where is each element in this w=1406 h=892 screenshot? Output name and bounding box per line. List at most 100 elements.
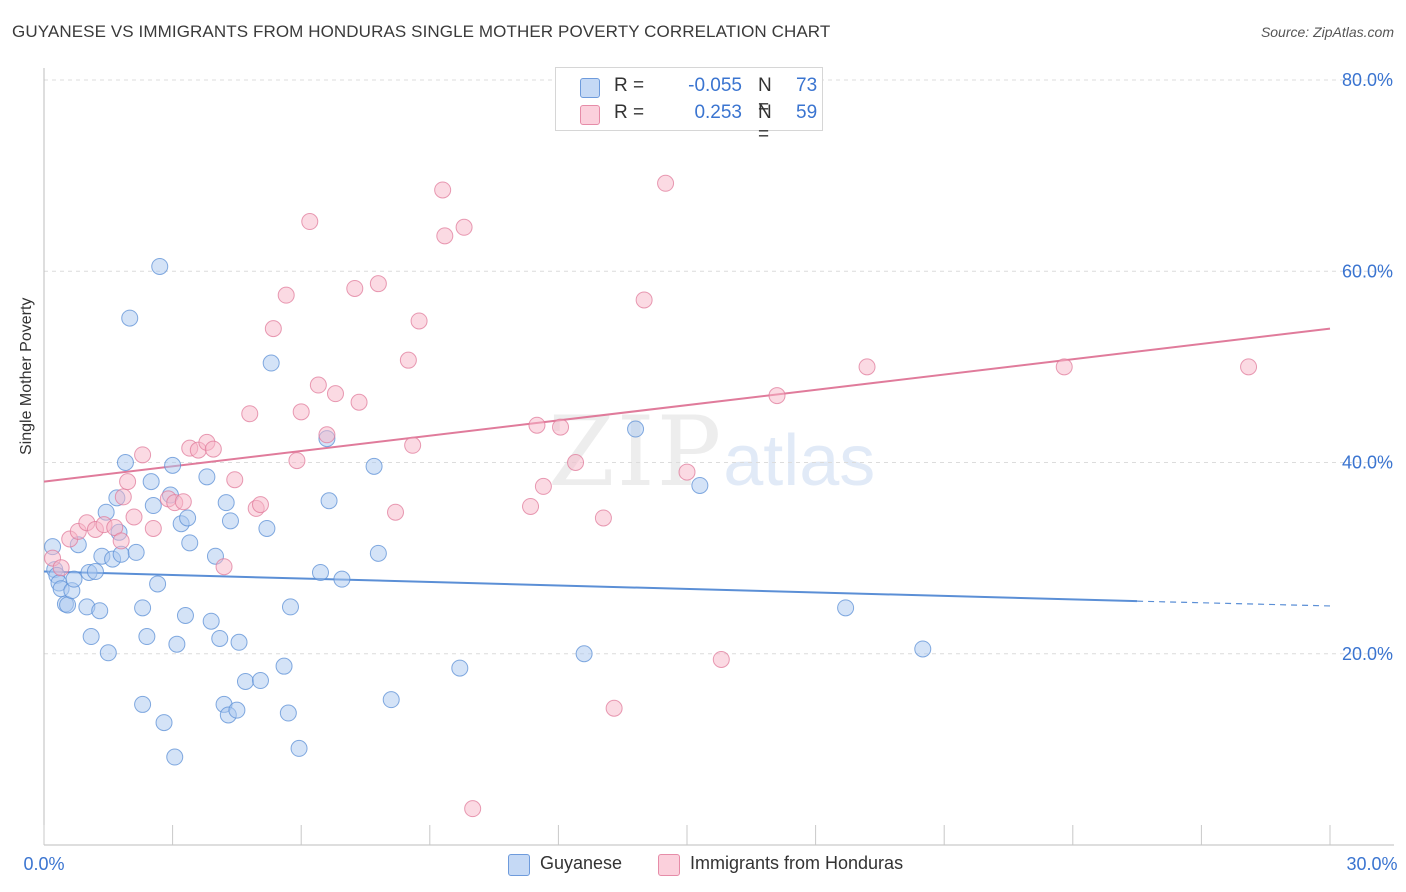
point-honduras: [119, 473, 137, 491]
point-honduras: [288, 452, 306, 470]
point-guyanese: [914, 640, 932, 658]
point-honduras: [144, 519, 162, 537]
point-guyanese: [99, 644, 117, 662]
point-guyanese: [65, 570, 83, 588]
point-honduras: [657, 174, 675, 192]
point-guyanese: [365, 457, 383, 475]
point-honduras: [635, 291, 653, 309]
y-tick-label: 80.0%: [1342, 70, 1393, 90]
legend-r-label: R =: [614, 75, 645, 96]
bottom-legend-swatch-honduras: [658, 854, 680, 876]
point-guyanese: [382, 691, 400, 709]
y-tick-label: 40.0%: [1342, 453, 1393, 473]
legend-swatch-honduras: [580, 105, 600, 125]
point-honduras: [605, 699, 623, 717]
point-guyanese: [311, 563, 329, 581]
point-guyanese: [82, 628, 100, 646]
bottom-legend-swatch-guyanese: [508, 854, 530, 876]
point-guyanese: [217, 494, 235, 512]
point-honduras: [301, 213, 319, 231]
point-guyanese: [144, 497, 162, 515]
x-tick-label: 30.0%: [1346, 854, 1397, 874]
point-honduras: [399, 351, 417, 369]
point-guyanese: [202, 612, 220, 630]
point-honduras: [594, 509, 612, 527]
point-honduras: [292, 403, 310, 421]
point-honduras: [404, 436, 422, 454]
point-guyanese: [333, 570, 351, 588]
point-honduras: [350, 393, 368, 411]
point-guyanese: [575, 645, 593, 663]
trend-line-guyanese: [43, 570, 1138, 603]
point-guyanese: [236, 672, 254, 690]
legend-n-value: 59: [796, 102, 818, 123]
point-guyanese: [168, 635, 186, 653]
legend-r-value: 0.253: [694, 102, 742, 123]
point-honduras: [52, 559, 70, 577]
bottom-legend-label: Immigrants from Honduras: [690, 853, 904, 873]
point-guyanese: [179, 509, 197, 527]
point-honduras: [114, 488, 132, 506]
stats-legend: R = -0.055 N = 73 R = 0.253 N = 59: [555, 67, 823, 145]
point-guyanese: [149, 575, 167, 593]
point-guyanese: [211, 629, 229, 647]
point-honduras: [309, 376, 327, 394]
trend-line-honduras: [43, 327, 1331, 483]
point-guyanese: [181, 534, 199, 552]
point-honduras: [241, 405, 259, 423]
chart-title: GUYANESE VS IMMIGRANTS FROM HONDURAS SIN…: [12, 22, 831, 41]
point-honduras: [264, 320, 282, 338]
point-guyanese: [151, 257, 169, 275]
point-guyanese: [251, 672, 269, 690]
point-guyanese: [627, 420, 645, 438]
legend-n-label: N =: [758, 75, 772, 118]
point-honduras: [567, 454, 585, 471]
point-honduras: [318, 426, 336, 444]
point-honduras: [1055, 358, 1073, 376]
legend-n-label: N =: [758, 102, 772, 145]
point-guyanese: [221, 512, 239, 530]
point-guyanese: [262, 354, 280, 372]
point-guyanese: [116, 454, 134, 471]
point-honduras: [112, 532, 130, 550]
source-label: Source: ZipAtlas.com: [1260, 24, 1394, 40]
point-honduras: [174, 493, 192, 511]
point-guyanese: [275, 657, 293, 675]
point-guyanese: [281, 598, 299, 616]
point-guyanese: [121, 309, 139, 327]
point-honduras: [455, 218, 473, 236]
point-guyanese: [290, 739, 308, 757]
point-guyanese: [228, 701, 246, 719]
point-guyanese: [691, 476, 709, 494]
point-honduras: [125, 508, 143, 526]
trend-lines: [43, 327, 1331, 607]
data-points: [44, 174, 1258, 818]
point-guyanese: [155, 714, 173, 732]
point-guyanese: [166, 748, 184, 766]
y-tick-label: 20.0%: [1342, 644, 1393, 664]
point-honduras: [712, 650, 730, 668]
point-honduras: [204, 440, 222, 458]
point-guyanese: [320, 492, 338, 510]
point-honduras: [436, 227, 454, 245]
point-guyanese: [258, 519, 276, 537]
watermark-atlas: atlas: [723, 421, 876, 501]
point-guyanese: [127, 543, 145, 561]
point-guyanese: [59, 596, 77, 614]
point-honduras: [552, 418, 570, 436]
x-tick-label: 0.0%: [23, 854, 64, 874]
point-guyanese: [198, 468, 216, 486]
grid-lines: [44, 79, 1394, 655]
point-guyanese: [369, 544, 387, 562]
point-honduras: [215, 558, 233, 576]
point-honduras: [534, 477, 552, 495]
point-honduras: [410, 312, 428, 330]
point-guyanese: [279, 704, 297, 722]
point-honduras: [387, 503, 405, 521]
point-honduras: [346, 279, 364, 297]
legend-n-value: 73: [796, 75, 818, 96]
point-guyanese: [134, 695, 152, 713]
tick-labels: 20.0% 40.0% 60.0% 80.0% 0.0% 30.0%: [23, 70, 1397, 874]
point-guyanese: [451, 659, 469, 677]
